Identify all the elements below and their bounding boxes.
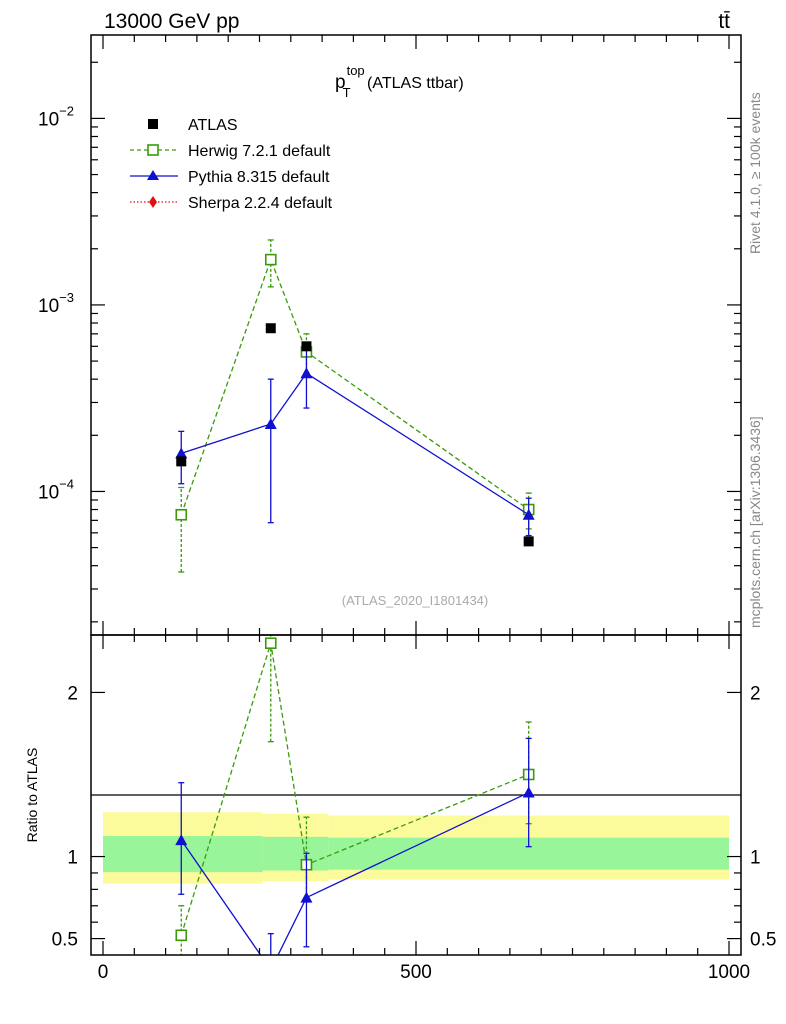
ytick-exponent: −4 [59,476,74,491]
header-process-label: tt̄ [718,10,730,33]
atlas-point-0 [176,456,187,467]
upper-panel-data [175,239,535,573]
herwig-line [180,257,530,515]
mcplots-label: mcplots.cern.ch [arXiv:1306.3436] [747,416,763,628]
ratio-uncertainty-bands [103,812,729,884]
legend-marker-sherpa [149,196,157,208]
atlas-point-3 [523,536,534,547]
herwig-ratio-line [180,643,529,936]
lower-ytick-label-left-1: 1 [67,848,78,869]
legend: ATLAS Herwig 7.2.1 default Pythia 8.315 … [130,117,333,212]
ytick-mantissa: 10 [38,109,59,130]
legend-label-herwig: Herwig 7.2.1 default [188,143,331,160]
pythia-point-3 [522,508,535,520]
pythia-ratio-point-2 [300,891,313,903]
lower-panel-data [175,635,535,975]
ratio-axis-label: Ratio to ATLAS [24,748,40,843]
ytick-exponent: −3 [59,290,74,305]
title-subscript: T [343,85,351,100]
pythia-ratio-point-0 [175,834,188,846]
ytick-mantissa: 10 [38,482,59,503]
xtick-label-1: 500 [400,962,432,983]
legend-label-pythia: Pythia 8.315 default [188,169,330,186]
title-superscript: top [347,63,365,78]
pythia-point-1 [264,417,277,429]
pythia-point-0 [175,447,188,459]
herwig-point-0 [175,508,188,521]
plot-title: ptop T (ATLAS ttbar) [335,63,464,100]
rivet-label: Rivet 4.1.0, ≥ 100k events [747,92,763,254]
atlas-point-2 [301,341,312,352]
analysis-id-label: (ATLAS_2020_I1801434) [342,593,488,608]
xtick-label-0: 0 [98,962,109,983]
pythia-ratio-line [180,791,529,955]
legend-label-atlas: ATLAS [188,117,238,134]
ytick-mantissa: 10 [38,296,59,317]
title-base: p [335,72,346,93]
upper-ytick-label-1: 10−3 [38,290,74,317]
pythia-line [181,372,530,516]
upper-ytick-label-2: 10−2 [38,103,74,130]
upper-ytick-label-0: 10−4 [38,476,74,503]
ytick-exponent: −2 [59,103,74,118]
pythia-point-2 [300,367,313,379]
herwig-point-1 [264,253,277,266]
band-inner-1 [262,836,329,871]
pythia-ratio-point-3 [522,786,535,798]
herwig-ratio-point-1 [264,637,277,650]
legend-marker-atlas [148,119,158,129]
lower-ytick-label-left-2: 2 [67,683,78,704]
legend-label-sherpa: Sherpa 2.2.4 default [188,195,333,212]
lower-ytick-label-right-2: 2 [750,683,761,704]
lower-ytick-label-left-0: 0.5 [52,930,78,951]
axis-tick-labels: 10−410−310−20.5 0.51 12 20 500 1000 [38,103,776,983]
header-energy-label: 13000 GeV pp [104,10,239,33]
atlas-point-1 [265,323,276,334]
pythia-ratio-point-1 [265,964,277,975]
legend-marker-herwig [147,144,159,156]
xtick-label-2: 1000 [708,962,750,983]
title-rest: (ATLAS ttbar) [363,75,464,92]
lower-ytick-label-right-0: 0.5 [750,930,776,951]
legend-marker-pythia [147,170,159,180]
herwig-ratio-point-0 [175,929,188,942]
lower-ytick-label-right-1: 1 [750,848,761,869]
axis-ticks [91,35,741,955]
